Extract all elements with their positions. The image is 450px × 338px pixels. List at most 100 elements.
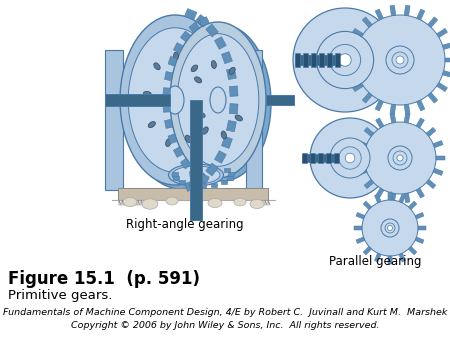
Polygon shape	[363, 246, 372, 255]
Polygon shape	[215, 151, 226, 163]
Polygon shape	[399, 194, 405, 203]
Polygon shape	[189, 183, 194, 187]
Polygon shape	[399, 253, 405, 262]
Polygon shape	[418, 226, 426, 230]
Polygon shape	[224, 168, 230, 171]
Polygon shape	[221, 180, 227, 184]
Bar	[295, 55, 345, 65]
Ellipse shape	[123, 197, 137, 207]
Ellipse shape	[126, 19, 236, 189]
Polygon shape	[212, 183, 217, 187]
Polygon shape	[355, 156, 364, 160]
Ellipse shape	[293, 8, 397, 112]
Circle shape	[392, 52, 408, 68]
Bar	[295, 53, 300, 67]
Polygon shape	[196, 173, 208, 186]
Polygon shape	[221, 136, 232, 148]
Bar	[105, 94, 170, 106]
Circle shape	[397, 155, 403, 161]
Ellipse shape	[211, 61, 216, 69]
Ellipse shape	[143, 91, 151, 96]
Circle shape	[316, 31, 373, 89]
Polygon shape	[184, 180, 197, 191]
Polygon shape	[362, 93, 372, 103]
Polygon shape	[346, 42, 357, 49]
Text: Parallel gearing: Parallel gearing	[329, 255, 421, 268]
Ellipse shape	[208, 198, 222, 208]
Polygon shape	[426, 179, 436, 189]
Polygon shape	[404, 104, 410, 115]
Ellipse shape	[177, 34, 259, 166]
Ellipse shape	[198, 112, 205, 118]
Ellipse shape	[175, 25, 271, 181]
Bar	[303, 53, 308, 67]
Polygon shape	[180, 31, 191, 42]
Ellipse shape	[173, 52, 179, 60]
Ellipse shape	[229, 67, 235, 74]
Ellipse shape	[190, 170, 202, 180]
Polygon shape	[442, 42, 450, 49]
Circle shape	[386, 46, 414, 74]
Ellipse shape	[148, 122, 155, 128]
Polygon shape	[428, 93, 438, 103]
Ellipse shape	[154, 63, 160, 70]
Polygon shape	[352, 82, 363, 92]
Polygon shape	[345, 58, 355, 62]
Polygon shape	[376, 188, 384, 198]
Circle shape	[381, 219, 399, 237]
Polygon shape	[184, 8, 197, 20]
Polygon shape	[221, 52, 232, 64]
Ellipse shape	[191, 65, 198, 72]
Ellipse shape	[142, 199, 158, 209]
Polygon shape	[433, 141, 443, 148]
Polygon shape	[364, 179, 374, 189]
Polygon shape	[163, 88, 171, 96]
Polygon shape	[375, 100, 383, 111]
Polygon shape	[442, 71, 450, 78]
Polygon shape	[165, 119, 173, 128]
Polygon shape	[416, 118, 424, 128]
Bar	[118, 188, 268, 200]
Polygon shape	[226, 120, 236, 132]
Ellipse shape	[202, 127, 208, 134]
Bar	[326, 153, 331, 163]
Polygon shape	[206, 24, 218, 37]
Polygon shape	[390, 5, 396, 16]
Bar	[302, 153, 307, 163]
Bar	[302, 154, 350, 162]
Ellipse shape	[234, 198, 246, 206]
Circle shape	[339, 147, 361, 169]
Polygon shape	[189, 22, 200, 33]
Polygon shape	[168, 134, 177, 144]
Text: Figure 15.1  (p. 591): Figure 15.1 (p. 591)	[8, 270, 200, 288]
Polygon shape	[354, 226, 362, 230]
Text: Primitive gears.: Primitive gears.	[8, 289, 112, 302]
Polygon shape	[230, 103, 238, 114]
Bar	[246, 50, 262, 190]
Circle shape	[364, 122, 436, 194]
Ellipse shape	[166, 86, 184, 114]
Polygon shape	[180, 158, 191, 169]
Polygon shape	[189, 167, 200, 178]
Bar	[318, 153, 323, 163]
Polygon shape	[388, 256, 392, 264]
Polygon shape	[409, 246, 417, 255]
Ellipse shape	[235, 115, 243, 121]
Polygon shape	[199, 174, 209, 183]
Polygon shape	[417, 100, 425, 111]
Bar	[327, 53, 332, 67]
Polygon shape	[206, 163, 218, 176]
Polygon shape	[165, 72, 173, 81]
Circle shape	[362, 200, 418, 256]
Bar	[334, 153, 339, 163]
Polygon shape	[390, 113, 396, 123]
Ellipse shape	[310, 118, 390, 198]
Polygon shape	[374, 194, 381, 203]
Ellipse shape	[250, 199, 264, 209]
Polygon shape	[428, 17, 438, 27]
Circle shape	[393, 151, 407, 165]
Ellipse shape	[128, 28, 222, 172]
Polygon shape	[390, 104, 396, 115]
Polygon shape	[416, 188, 424, 198]
Circle shape	[388, 146, 412, 170]
